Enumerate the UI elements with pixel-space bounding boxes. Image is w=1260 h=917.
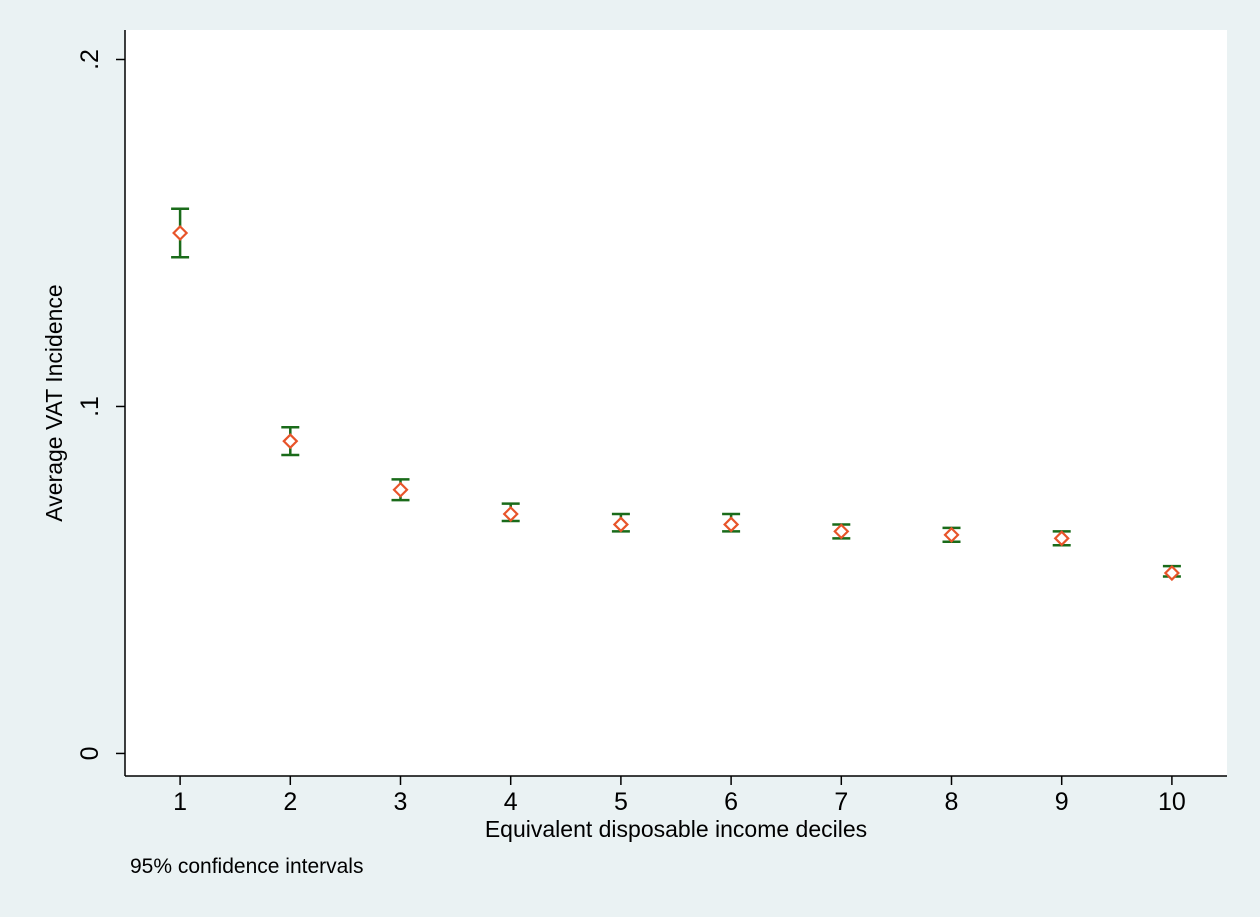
y-tick-label: .2 <box>76 49 104 70</box>
x-tick-label: 5 <box>614 788 628 816</box>
data-point <box>281 426 300 457</box>
point-marker <box>833 523 850 540</box>
x-axis: 1 2 3 4 5 6 7 8 9 10 <box>125 775 1227 816</box>
x-tick-label: 8 <box>945 788 959 816</box>
point-marker <box>723 516 740 533</box>
point-marker <box>612 516 629 533</box>
point-marker <box>943 526 960 543</box>
confidence-interval-note: 95% confidence intervals <box>130 855 363 878</box>
data-point <box>1052 530 1071 547</box>
data-point <box>722 512 741 533</box>
x-tick-label: 4 <box>504 788 518 816</box>
data-point <box>611 512 630 533</box>
x-axis-title: Equivalent disposable income deciles <box>485 816 867 842</box>
y-axis: 0 .1 .2 <box>76 30 126 776</box>
data-series <box>171 207 1181 582</box>
data-point <box>1162 564 1181 582</box>
point-marker <box>502 505 519 523</box>
data-point <box>501 502 520 523</box>
data-point <box>391 478 410 502</box>
data-point <box>832 523 851 540</box>
x-tick-label: 3 <box>394 788 408 816</box>
data-point <box>942 526 961 544</box>
x-tick-label: 10 <box>1158 788 1186 816</box>
point-marker <box>392 481 409 498</box>
x-tick-label: 7 <box>834 788 848 816</box>
y-tick-label: 0 <box>76 746 104 760</box>
y-tick-label: .1 <box>76 396 104 417</box>
point-marker <box>1163 564 1180 582</box>
point-marker <box>172 224 189 242</box>
x-tick-label: 1 <box>173 788 187 816</box>
x-tick-label: 6 <box>724 788 738 816</box>
point-marker <box>282 433 299 450</box>
y-axis-title: Average VAT Incidence <box>41 284 67 521</box>
x-tick-label: 9 <box>1055 788 1069 816</box>
data-point <box>171 207 190 259</box>
plot-area <box>125 30 1227 776</box>
point-marker <box>1053 530 1070 547</box>
x-tick-label: 2 <box>283 788 297 816</box>
